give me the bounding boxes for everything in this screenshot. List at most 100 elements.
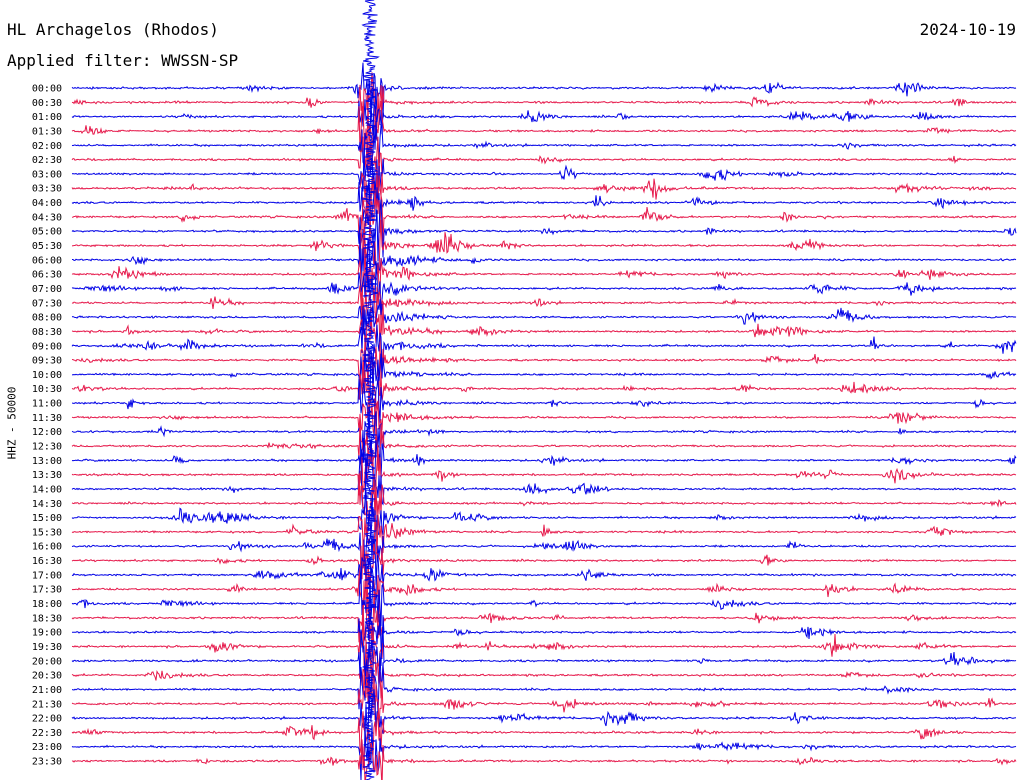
tick-label: 09:30 bbox=[32, 356, 62, 367]
tick-label: 13:30 bbox=[32, 470, 62, 481]
trace-line bbox=[71, 671, 1017, 728]
tick-label: 15:00 bbox=[32, 513, 62, 524]
trace-line bbox=[71, 645, 1017, 699]
tick-label: 14:00 bbox=[32, 484, 62, 495]
tick-label: 12:30 bbox=[32, 442, 62, 453]
trace-line bbox=[71, 335, 1017, 395]
trace-line bbox=[71, 299, 1017, 336]
tick-label: 21:00 bbox=[32, 685, 62, 696]
tick-label: 19:30 bbox=[32, 642, 62, 653]
tick-label: 02:30 bbox=[32, 155, 62, 166]
tick-label: 18:00 bbox=[32, 599, 62, 610]
tick-label: 02:00 bbox=[32, 141, 62, 152]
trace-line bbox=[71, 136, 1017, 185]
tick-label: 08:30 bbox=[32, 327, 62, 338]
station-title: HL Archagelos (Rhodos) bbox=[7, 20, 219, 39]
trace-line bbox=[71, 147, 1017, 203]
trace-line bbox=[72, 232, 1017, 285]
tick-label: 17:00 bbox=[32, 570, 62, 581]
trace-line bbox=[71, 237, 1017, 311]
tick-label: 20:30 bbox=[32, 671, 62, 682]
tick-label: 22:30 bbox=[32, 728, 62, 739]
tick-label: 20:00 bbox=[32, 656, 62, 667]
tick-label: 05:30 bbox=[32, 241, 62, 252]
tick-label: 00:00 bbox=[32, 84, 62, 95]
trace-line bbox=[71, 689, 1017, 742]
trace-line bbox=[71, 211, 1017, 274]
tick-label: 06:00 bbox=[32, 255, 62, 266]
tick-label: 13:00 bbox=[32, 456, 62, 467]
trace-line bbox=[71, 199, 1017, 262]
tick-label: 07:30 bbox=[32, 298, 62, 309]
trace-line bbox=[71, 387, 1017, 442]
trace-line bbox=[71, 316, 1017, 367]
tick-label: 16:00 bbox=[32, 542, 62, 553]
trace-line bbox=[71, 285, 1017, 326]
tick-labels: 00:00 00:30 01:00 01:30 02:00 02:30 03:00 03:30… bbox=[32, 84, 62, 768]
tick-label: 16:30 bbox=[32, 556, 62, 567]
trace-line bbox=[71, 555, 1017, 597]
trace-line bbox=[71, 567, 1017, 630]
trace-line bbox=[71, 739, 1017, 780]
trace-line bbox=[71, 613, 1017, 674]
tick-label: 12:00 bbox=[32, 427, 62, 438]
trace-line bbox=[71, 652, 1017, 716]
tick-label: 07:00 bbox=[32, 284, 62, 295]
tick-label: 11:00 bbox=[32, 399, 62, 410]
trace-line bbox=[71, 99, 1017, 139]
trace-line bbox=[71, 355, 1017, 411]
trace-line bbox=[71, 178, 1017, 222]
trace-line bbox=[71, 612, 1017, 659]
tick-label: 15:30 bbox=[32, 527, 62, 538]
trace-line bbox=[71, 627, 1017, 685]
trace-line bbox=[71, 62, 1017, 121]
tick-label: 17:30 bbox=[32, 585, 62, 596]
trace-line bbox=[71, 711, 1017, 756]
trace-line bbox=[71, 457, 1017, 520]
trace-line bbox=[71, 350, 1017, 400]
tick-label: 06:30 bbox=[32, 270, 62, 281]
tick-label: 05:00 bbox=[32, 227, 62, 238]
tick-label: 09:00 bbox=[32, 341, 62, 352]
date-label: 2024-10-19 bbox=[919, 20, 1016, 39]
trace-line bbox=[71, 531, 1017, 585]
tick-label: 01:00 bbox=[32, 112, 62, 123]
trace-line bbox=[71, 573, 1017, 627]
trace-line bbox=[71, 189, 1017, 241]
trace-line bbox=[72, 376, 1017, 426]
trace-line bbox=[71, 514, 1017, 562]
trace-line bbox=[71, 420, 1017, 471]
trace-line bbox=[71, 490, 1017, 542]
tick-label: 10:30 bbox=[32, 384, 62, 395]
event-overflow-trace bbox=[360, 0, 380, 780]
trace-line bbox=[71, 590, 1017, 643]
tick-label: 19:00 bbox=[32, 628, 62, 639]
trace-line bbox=[71, 99, 1017, 153]
trace-line bbox=[71, 120, 1017, 165]
trace-line bbox=[71, 473, 1017, 532]
tick-label: 23:30 bbox=[32, 757, 62, 768]
trace-line bbox=[71, 445, 1017, 505]
trace-line bbox=[71, 438, 1017, 486]
trace-line bbox=[71, 722, 1017, 780]
tick-label: 01:30 bbox=[32, 126, 62, 137]
tick-label: 10:00 bbox=[32, 370, 62, 381]
tick-label: 03:30 bbox=[32, 184, 62, 195]
tick-label: 04:30 bbox=[32, 212, 62, 223]
tick-label: 11:30 bbox=[32, 413, 62, 424]
trace-line bbox=[71, 538, 1017, 589]
trace-line bbox=[71, 406, 1017, 464]
trace-line bbox=[71, 263, 1017, 311]
filter-subtitle: Applied filter: WWSSN-SP bbox=[7, 51, 239, 70]
tick-label: 14:30 bbox=[32, 499, 62, 510]
trace-line bbox=[71, 72, 1017, 129]
tick-label: 22:00 bbox=[32, 714, 62, 725]
traces bbox=[71, 0, 1017, 780]
tick-label: 21:30 bbox=[32, 699, 62, 710]
tick-label: 08:00 bbox=[32, 313, 62, 324]
trace-line bbox=[71, 302, 1016, 351]
tick-label: 03:00 bbox=[32, 169, 62, 180]
tick-label: 04:00 bbox=[32, 198, 62, 209]
trace-line bbox=[71, 168, 1017, 216]
